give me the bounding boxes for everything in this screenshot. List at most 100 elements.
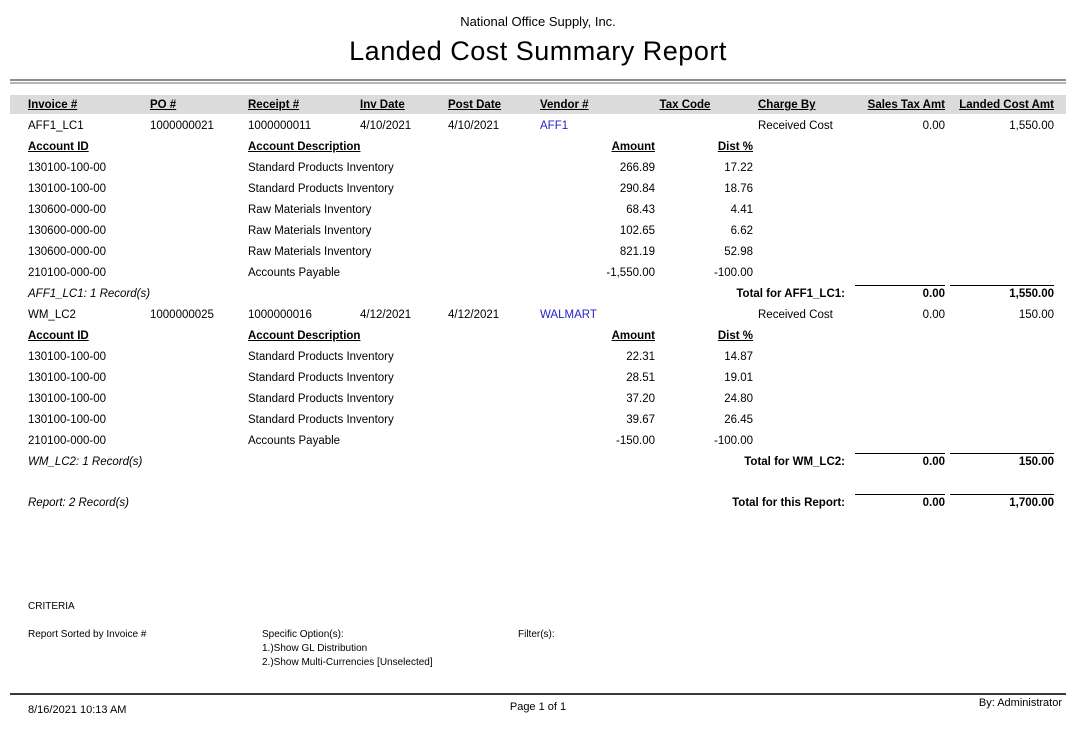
col-header-account-description: Account Description: [248, 330, 361, 342]
title-divider: [10, 79, 1066, 84]
account-description: Standard Products Inventory: [248, 414, 394, 426]
criteria-option-2: 2.)Show Multi-Currencies [Unselected]: [262, 657, 433, 668]
po-number: 1000000025: [150, 309, 214, 321]
footer-page-info: Page 1 of 1: [509, 701, 567, 713]
receipt-number: 1000000016: [248, 309, 312, 321]
report-total-row: Report: 2 Record(s) Total for this Repor…: [0, 493, 1076, 514]
amount: 39.67: [626, 414, 655, 426]
landed-cost-amount: 1,550.00: [1009, 120, 1054, 132]
col-header-charge-by: Charge By: [758, 99, 816, 111]
amount: 22.31: [626, 351, 655, 363]
invoice-date: 4/10/2021: [360, 120, 412, 132]
amount: 102.65: [619, 225, 655, 237]
charge-by: Received Cost: [758, 120, 833, 132]
account-description: Raw Materials Inventory: [248, 225, 372, 237]
group-total-landed-cost: 150.00: [950, 453, 1054, 468]
post-date: 4/12/2021: [448, 309, 500, 321]
amount: 266.89: [619, 162, 655, 174]
po-number: 1000000021: [150, 120, 214, 132]
criteria-option-1: 1.)Show GL Distribution: [262, 643, 368, 654]
col-header-vendor: Vendor #: [540, 99, 589, 111]
col-header-po: PO #: [150, 99, 177, 111]
group-total-sales-tax: 0.00: [855, 285, 945, 300]
distribution-header-row: Account ID Account Description Amount Di…: [0, 326, 1076, 347]
account-id: 130100-100-00: [28, 414, 107, 426]
footer-user: By: Administrator: [978, 697, 1062, 709]
amount: -150.00: [615, 435, 655, 447]
group-total-label: Total for WM_LC2:: [744, 456, 845, 468]
account-id: 210100-000-00: [28, 435, 107, 447]
gl-distribution-row: 130100-100-00 Standard Products Inventor…: [0, 179, 1076, 200]
gl-distribution-row: 130100-100-00 Standard Products Inventor…: [0, 347, 1076, 368]
group-total-row: AFF1_LC1: 1 Record(s) Total for AFF1_LC1…: [0, 284, 1076, 305]
amount: 68.43: [626, 204, 655, 216]
gl-distribution-row: 130600-000-00 Raw Materials Inventory 10…: [0, 221, 1076, 242]
dist-pct: 52.98: [724, 246, 753, 258]
sales-tax-amount: 0.00: [922, 309, 945, 321]
landed-cost-amount: 150.00: [1018, 309, 1054, 321]
col-header-amount: Amount: [611, 141, 655, 153]
footer-datetime: 8/16/2021 10:13 AM: [28, 704, 127, 716]
criteria-options-label: Specific Option(s):: [262, 629, 344, 640]
gl-distribution-row: 130600-000-00 Raw Materials Inventory 82…: [0, 242, 1076, 263]
footer-divider: [10, 693, 1066, 695]
amount: -1,550.00: [606, 267, 655, 279]
report-record-count: Report: 2 Record(s): [28, 497, 129, 509]
amount: 821.19: [619, 246, 655, 258]
company-name: National Office Supply, Inc.: [460, 14, 616, 29]
account-id: 130100-100-00: [28, 372, 107, 384]
criteria-sort-order: Report Sorted by Invoice #: [28, 629, 147, 640]
vendor-link[interactable]: AFF1: [540, 120, 569, 132]
account-description: Raw Materials Inventory: [248, 246, 372, 258]
account-description: Accounts Payable: [248, 435, 341, 447]
amount: 28.51: [626, 372, 655, 384]
spacer: [0, 473, 1076, 493]
account-description: Standard Products Inventory: [248, 183, 394, 195]
col-header-sales-tax: Sales Tax Amt: [867, 99, 945, 111]
col-header-landed-cost: Landed Cost Amt: [959, 99, 1054, 111]
gl-distribution-row: 130600-000-00 Raw Materials Inventory 68…: [0, 200, 1076, 221]
account-id: 130100-100-00: [28, 162, 107, 174]
report-body: Invoice # PO # Receipt # Inv Date Post D…: [0, 95, 1076, 514]
gl-distribution-row: 130100-100-00 Standard Products Inventor…: [0, 389, 1076, 410]
dist-pct: -100.00: [713, 267, 753, 279]
invoice-number: WM_LC2: [28, 309, 76, 321]
dist-pct: 19.01: [724, 372, 753, 384]
distribution-header-row: Account ID Account Description Amount Di…: [0, 137, 1076, 158]
gl-distribution-row: 210100-000-00 Accounts Payable -150.00 -…: [0, 431, 1076, 452]
vendor-link[interactable]: WALMART: [540, 309, 597, 321]
account-id: 130600-000-00: [28, 246, 107, 258]
account-id: 210100-000-00: [28, 267, 107, 279]
account-description: Standard Products Inventory: [248, 372, 394, 384]
group-total-sales-tax: 0.00: [855, 453, 945, 468]
account-description: Standard Products Inventory: [248, 351, 394, 363]
report-total-sales-tax: 0.00: [855, 494, 945, 509]
sales-tax-amount: 0.00: [922, 120, 945, 132]
report-total-label: Total for this Report:: [732, 497, 845, 509]
invoice-date: 4/12/2021: [360, 309, 412, 321]
dist-pct: 26.45: [724, 414, 753, 426]
group-record-count: WM_LC2: 1 Record(s): [28, 456, 143, 468]
table-header-row: Invoice # PO # Receipt # Inv Date Post D…: [0, 95, 1076, 116]
gl-distribution-row: 210100-000-00 Accounts Payable -1,550.00…: [0, 263, 1076, 284]
dist-pct: 24.80: [724, 393, 753, 405]
report-title: Landed Cost Summary Report: [349, 36, 727, 66]
account-id: 130600-000-00: [28, 204, 107, 216]
invoice-row: WM_LC2 1000000025 1000000016 4/12/2021 4…: [0, 305, 1076, 326]
dist-pct: -100.00: [713, 435, 753, 447]
dist-pct: 4.41: [730, 204, 753, 216]
col-header-account-id: Account ID: [28, 141, 89, 153]
account-description: Accounts Payable: [248, 267, 341, 279]
charge-by: Received Cost: [758, 309, 833, 321]
col-header-receipt: Receipt #: [248, 99, 300, 111]
post-date: 4/10/2021: [448, 120, 500, 132]
col-header-account-description: Account Description: [248, 141, 361, 153]
col-header-invoice: Invoice #: [28, 99, 78, 111]
account-id: 130100-100-00: [28, 351, 107, 363]
dist-pct: 17.22: [724, 162, 753, 174]
report-total-landed-cost: 1,700.00: [950, 494, 1054, 509]
gl-distribution-row: 130100-100-00 Standard Products Inventor…: [0, 410, 1076, 431]
col-header-dist-pct: Dist %: [717, 141, 753, 153]
dist-pct: 18.76: [724, 183, 753, 195]
